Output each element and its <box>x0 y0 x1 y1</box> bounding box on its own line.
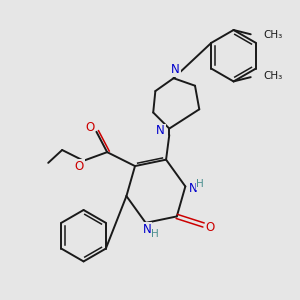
Text: N: N <box>188 182 197 195</box>
Text: H: H <box>152 229 159 238</box>
Text: O: O <box>206 220 214 234</box>
Text: H: H <box>196 179 204 189</box>
Text: O: O <box>75 160 84 172</box>
Text: CH₃: CH₃ <box>264 71 283 81</box>
Text: N: N <box>171 63 180 76</box>
Text: O: O <box>85 121 94 134</box>
Text: N: N <box>156 124 165 137</box>
Text: N: N <box>142 223 151 236</box>
Text: CH₃: CH₃ <box>264 30 283 40</box>
